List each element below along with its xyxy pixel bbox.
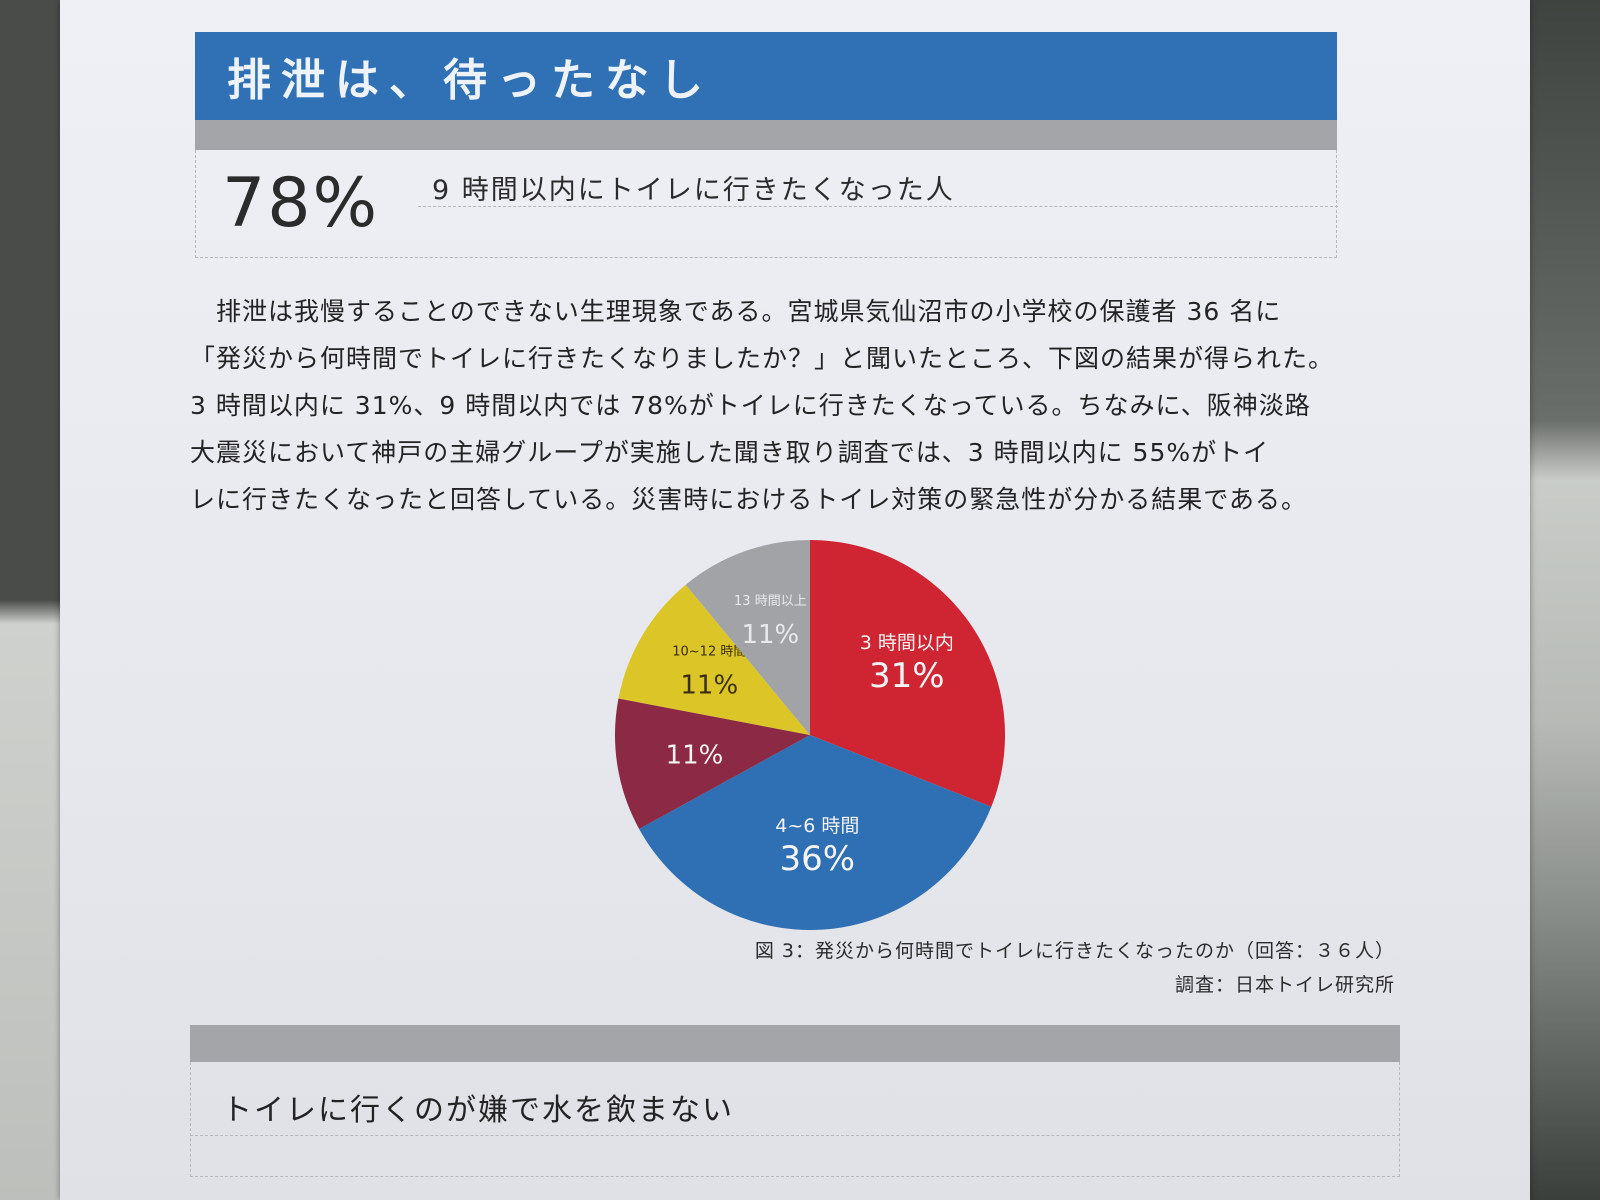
title-underbar [195, 120, 1337, 150]
caption-source: 調査：日本トイレ研究所 [1174, 974, 1395, 996]
body-line: 3 時間以内に 31%、9 時間以内では 78%がトイレに行きたくなっている。ち… [190, 391, 1311, 420]
body-line: レに行きたくなったと回答している。災害時におけるトイレ対策の緊急性が分かる結果で… [190, 485, 1308, 514]
section2-divider [190, 1135, 1400, 1136]
caption-figure: 図 3：発災から何時間でトイレに行きたくなったのか（回答：３６人） [754, 940, 1395, 962]
pie-slice-value: 11% [666, 740, 724, 770]
stat-value: 78% [222, 164, 380, 243]
stat-box [195, 150, 1337, 258]
figure-caption: 図 3：発災から何時間でトイレに行きたくなったのか（回答：３６人） 調査：日本ト… [755, 934, 1395, 1002]
body-line: 「発災から何時間でトイレに行きたくなりましたか？」と聞いたところ、下図の結果が得… [190, 344, 1335, 373]
pie-slice-value: 11% [680, 670, 738, 700]
pie-slice-value: 36% [780, 839, 856, 879]
pie-slice-value: 11% [741, 620, 799, 650]
pie-slice-label: 3 時間以内 [860, 632, 954, 654]
section2-box [190, 1062, 1400, 1177]
pie-slice [615, 698, 810, 829]
pie-slice [618, 584, 810, 735]
pie-slice-label: 4~6 時間 [775, 815, 859, 837]
pie-slice [810, 540, 1005, 807]
stat-label: 9 時間以内にトイレに行きたくなった人 [432, 175, 955, 206]
pie-slice-label: 10~12 時間 [672, 644, 746, 659]
body-line: 大震災において神戸の主婦グループが実施した聞き取り調査では、3 時間以内に 55… [190, 438, 1270, 467]
section2-title: トイレに行くのが嫌で水を飲まない [222, 1093, 734, 1128]
stat-divider [418, 206, 1338, 207]
body-line: 排泄は我慢することのできない生理現象である。宮城県気仙沼市の小学校の保護者 36… [190, 297, 1282, 326]
page-title: 排泄は、待ったなし [195, 32, 1337, 120]
pie-slice [639, 735, 992, 931]
body-paragraph: 排泄は我慢することのできない生理現象である。宮城県気仙沼市の小学校の保護者 36… [190, 288, 1370, 523]
pie-slice-value: 31% [869, 656, 945, 696]
pie-slice [685, 540, 810, 735]
pie-slice-label: 13 時間以上 [734, 594, 807, 609]
section2-topbar [190, 1025, 1400, 1062]
background-left [0, 0, 70, 1200]
